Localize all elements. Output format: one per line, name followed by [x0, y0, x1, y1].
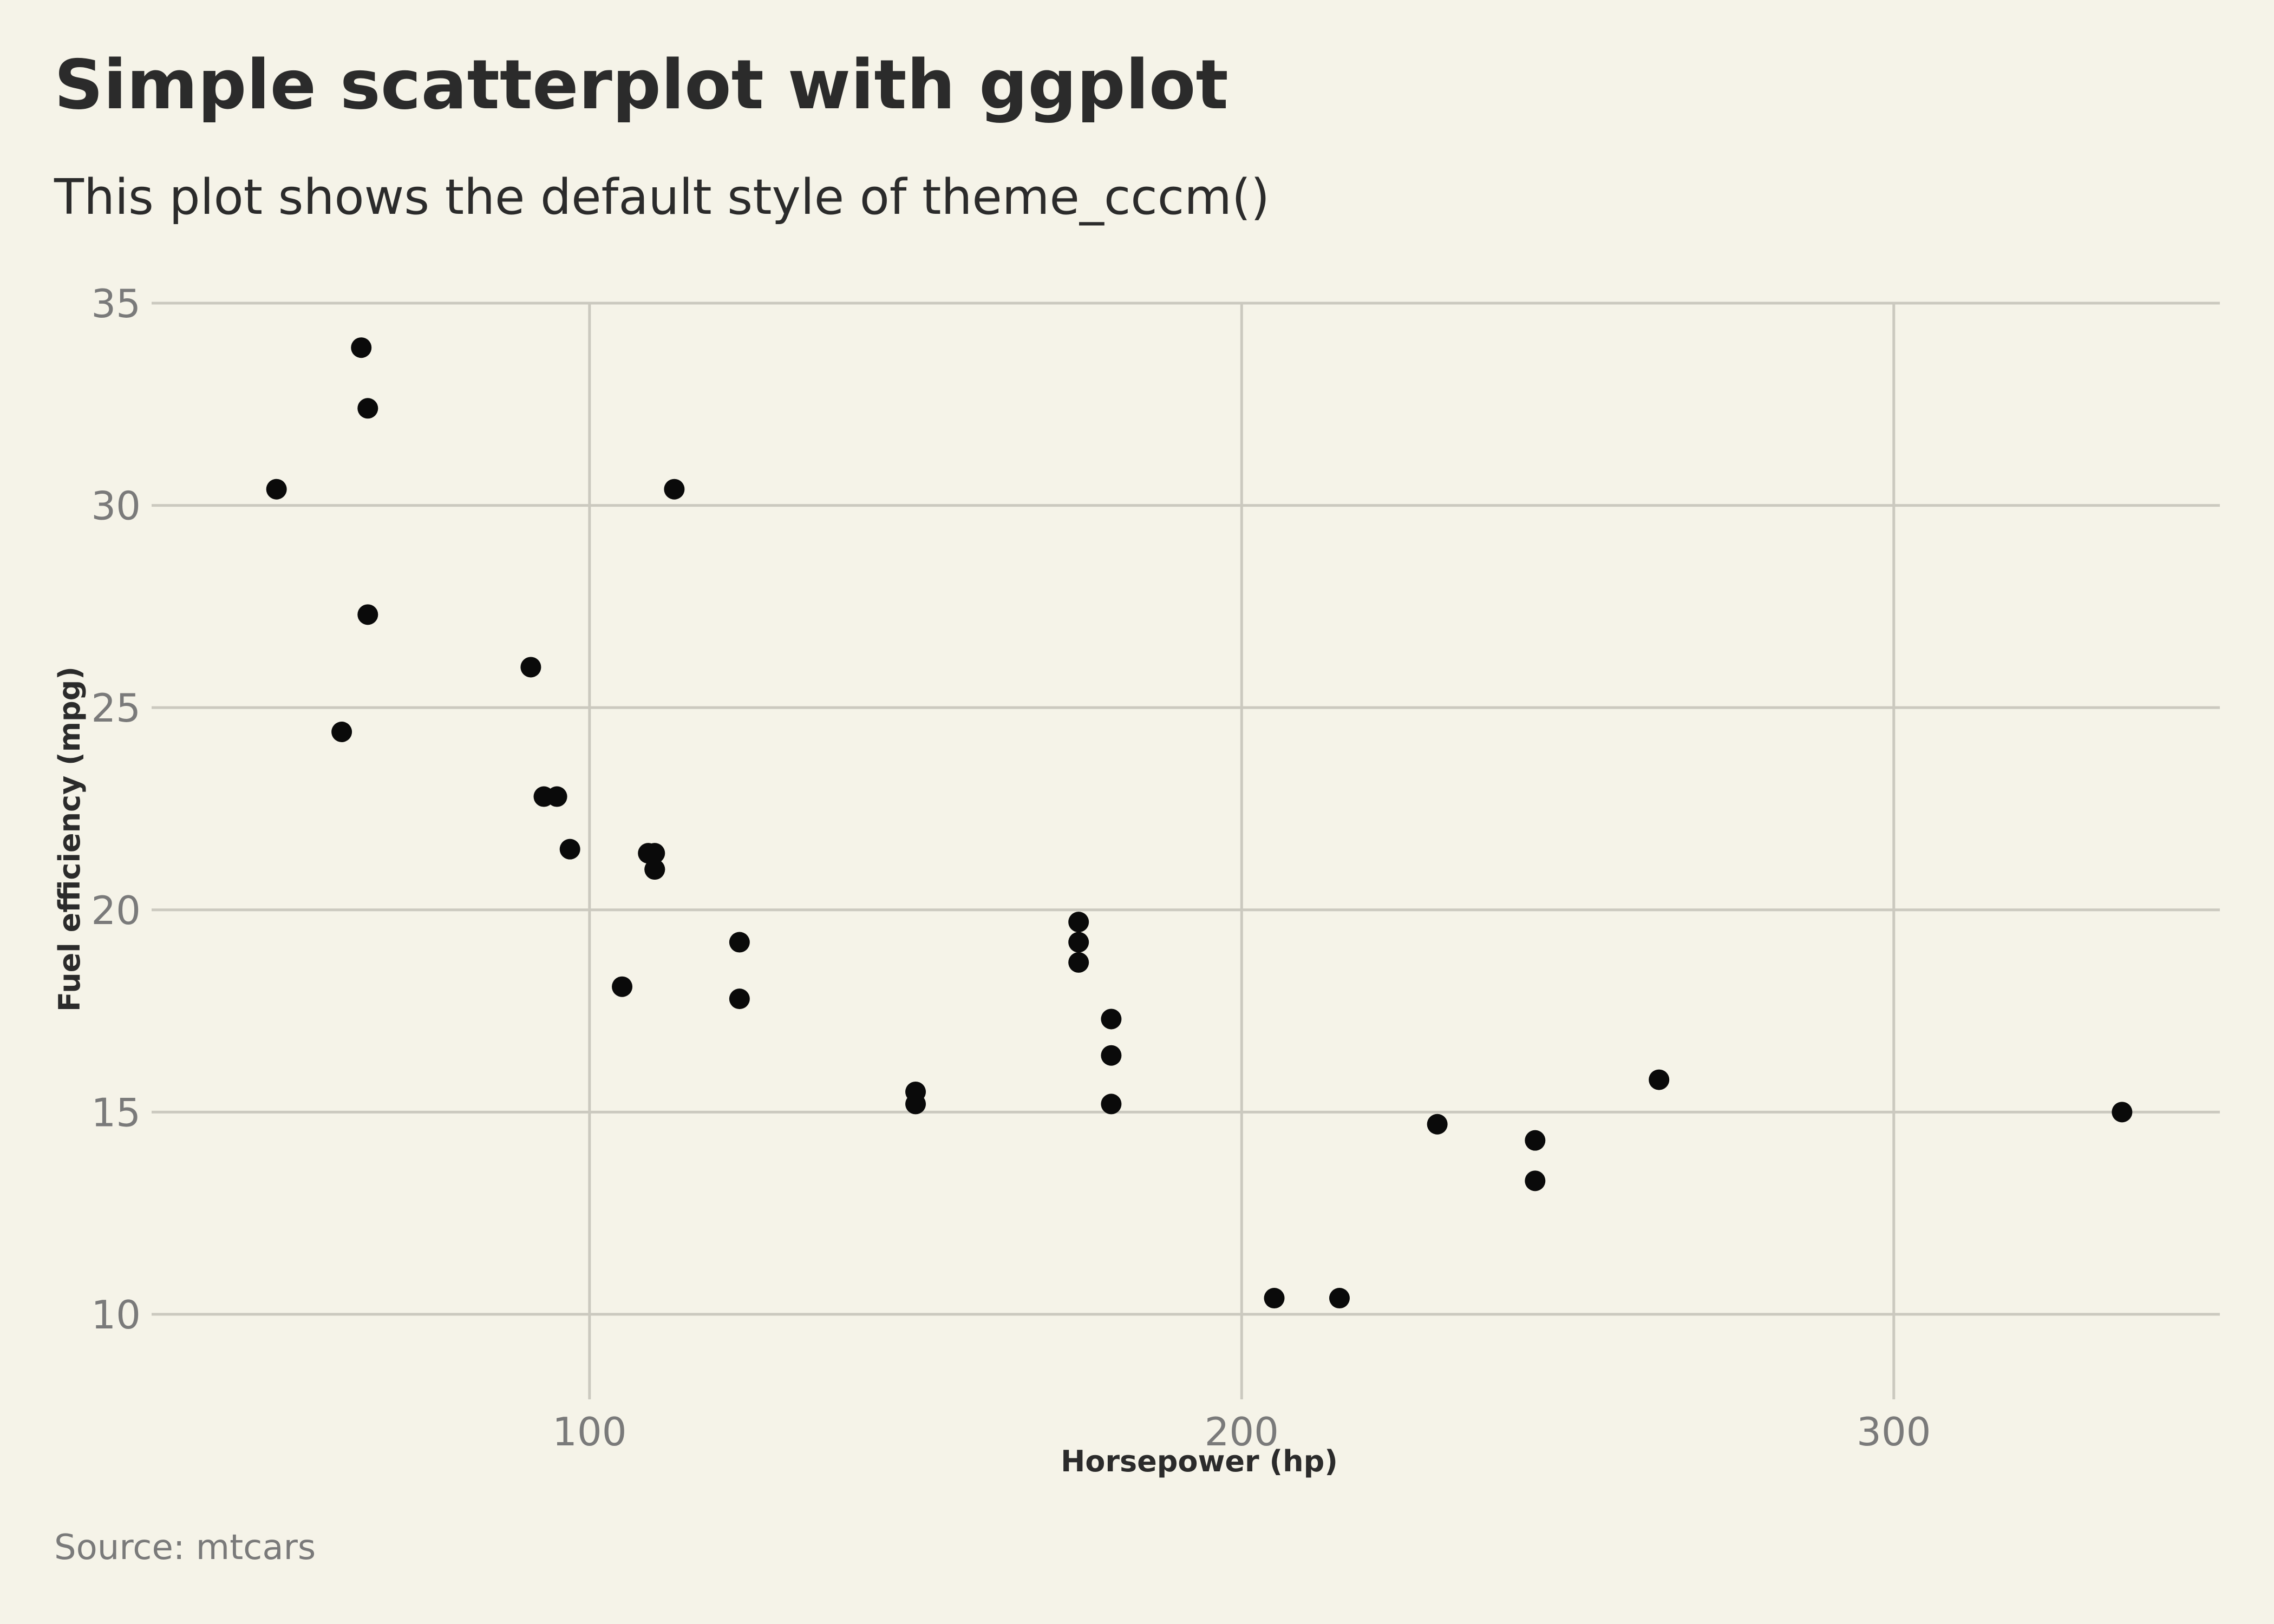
data-point-6	[1525, 1130, 1546, 1151]
data-point-14	[1264, 1288, 1285, 1309]
data-point-29	[1068, 912, 1089, 933]
chart-subtitle: This plot shows the default style of the…	[54, 169, 1270, 226]
y-tick-label-20: 20	[91, 888, 141, 933]
data-point-20	[559, 839, 580, 860]
x-tick-label-200: 200	[1205, 1409, 1279, 1455]
data-point-9	[729, 932, 750, 953]
y-tick-label-10: 10	[91, 1292, 141, 1338]
data-point-30	[2112, 1102, 2133, 1123]
data-point-15	[1329, 1288, 1350, 1309]
y-axis-title: Fuel efficiency (mpg)	[53, 666, 87, 1012]
data-point-8	[546, 786, 567, 807]
y-axis-ticks: 10 15 20 25 30 35	[91, 281, 179, 1338]
x-axis-ticks: 100 200 300	[552, 1375, 1931, 1455]
y-tick-label-15: 15	[91, 1090, 141, 1135]
data-point-12	[1101, 1009, 1122, 1030]
data-point-18	[266, 479, 287, 500]
data-point-13	[1101, 1093, 1122, 1115]
data-point-11	[1101, 1045, 1122, 1066]
data-point-25	[357, 604, 378, 625]
data-point-31	[638, 843, 659, 864]
y-tick-label-35: 35	[91, 281, 141, 326]
data-point-7	[331, 722, 352, 742]
y-tick-label-30: 30	[91, 483, 141, 529]
data-point-19	[351, 337, 372, 358]
data-point-23	[1525, 1170, 1546, 1191]
chart-title: Simple scatterplot with ggplot	[54, 45, 1229, 125]
data-point-22	[905, 1093, 926, 1115]
x-tick-label-100: 100	[552, 1409, 626, 1455]
data-point-10	[729, 988, 750, 1010]
data-point-5	[612, 976, 633, 997]
grid-layer	[179, 302, 2220, 1375]
x-tick-label-300: 300	[1857, 1409, 1931, 1455]
data-point-17	[357, 398, 378, 419]
chart-caption: Source: mtcars	[54, 1528, 316, 1568]
x-axis-title: Horsepower (hp)	[1061, 1444, 1338, 1478]
data-point-4	[1068, 952, 1089, 973]
y-tick-label-25: 25	[91, 685, 141, 731]
data-point-28	[1649, 1069, 1670, 1090]
data-point-1	[644, 859, 665, 880]
data-point-24	[1068, 932, 1089, 953]
data-points	[266, 337, 2133, 1309]
data-point-26	[520, 657, 541, 678]
data-point-16	[1427, 1114, 1448, 1135]
data-point-27	[664, 479, 685, 500]
